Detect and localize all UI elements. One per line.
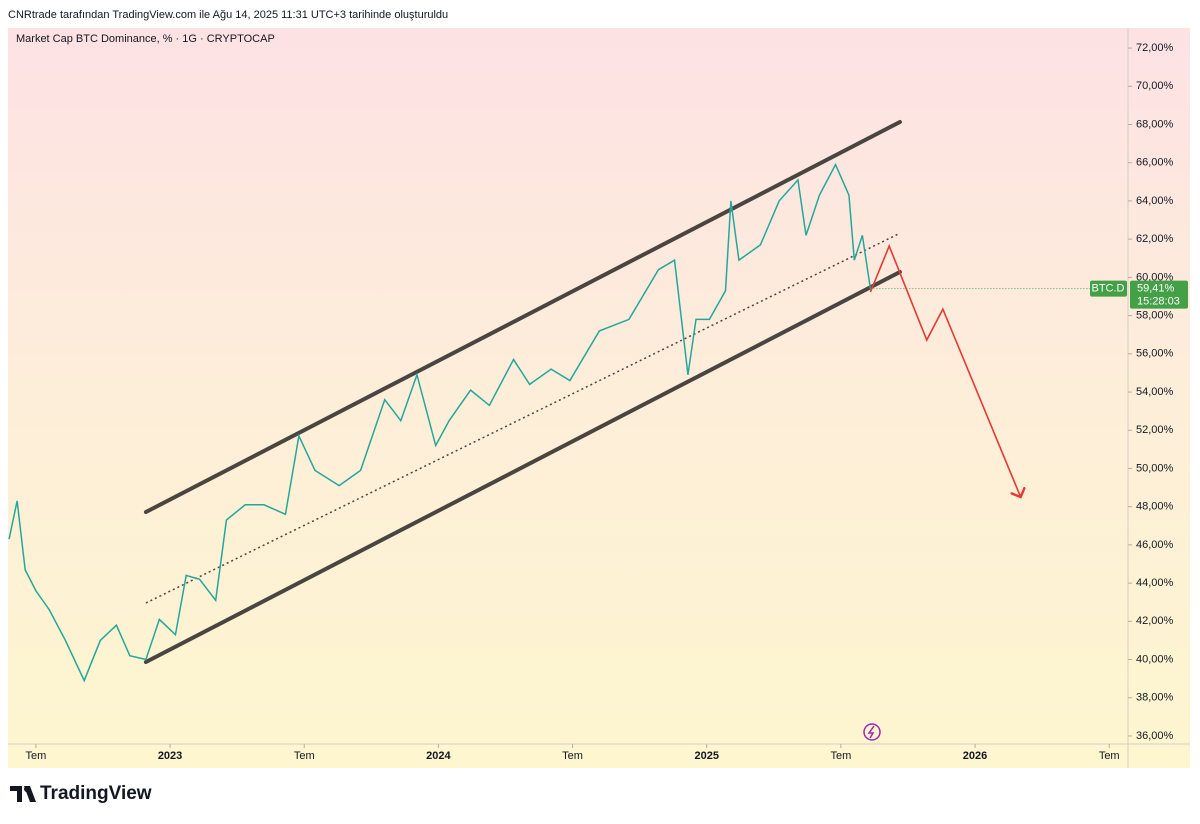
drawing-arrow: [869, 243, 1020, 497]
event-icon[interactable]: [863, 723, 881, 741]
logo-text: TradingView: [40, 783, 152, 804]
y-tick-label: 48,00%: [1136, 501, 1174, 513]
y-tick-label: 58,00%: [1136, 309, 1174, 321]
x-tick-label: Tem: [1099, 750, 1120, 762]
x-tick-label: 2026: [963, 750, 987, 762]
chart-title: Market Cap BTC Dominance, % · 1G · CRYPT…: [16, 33, 275, 45]
x-tick-label: 2024: [426, 750, 451, 762]
plot-background: [8, 28, 1190, 768]
drawing-solid: [143, 120, 902, 515]
y-tick-label: 38,00%: [1136, 692, 1174, 704]
y-tick-label: 44,00%: [1136, 577, 1174, 589]
symbol-badge: [1090, 280, 1127, 297]
price-label: 59,41%: [1137, 283, 1175, 295]
y-tick-label: 70,00%: [1136, 80, 1174, 92]
logo: TradingView: [10, 783, 152, 804]
countdown-label: 15:28:03: [1137, 296, 1180, 308]
y-tick-label: 72,00%: [1136, 42, 1174, 54]
header: CNRtrade tarafından TradingView.com ile …: [8, 9, 448, 21]
y-tick-label: 40,00%: [1136, 653, 1174, 665]
y-tick-label: 60,00%: [1136, 271, 1174, 283]
price-line: [8, 162, 872, 683]
x-tick-label: Tem: [26, 750, 47, 762]
y-tick-label: 64,00%: [1136, 195, 1174, 207]
x-tick-label: Tem: [830, 750, 851, 762]
price-badge: [1130, 280, 1188, 309]
event-bolt: [867, 725, 875, 739]
drawing-solid: [143, 270, 902, 665]
x-tick-label: Tem: [294, 750, 315, 762]
y-tick-label: 50,00%: [1136, 462, 1174, 474]
x-tick-label: Tem: [562, 750, 583, 762]
symbol-label: BTC.D: [1092, 283, 1125, 295]
y-tick-label: 68,00%: [1136, 118, 1174, 130]
y-tick-label: 62,00%: [1136, 233, 1174, 245]
x-tick-label: 2025: [694, 750, 718, 762]
y-tick-label: 56,00%: [1136, 348, 1174, 360]
y-tick-label: 36,00%: [1136, 730, 1174, 742]
y-tick-label: 54,00%: [1136, 386, 1174, 398]
y-tick-label: 66,00%: [1136, 157, 1174, 169]
y-tick-label: 42,00%: [1136, 615, 1174, 627]
y-tick-label: 46,00%: [1136, 539, 1174, 551]
x-tick-label: 2023: [158, 750, 182, 762]
y-tick-label: 52,00%: [1136, 424, 1174, 436]
